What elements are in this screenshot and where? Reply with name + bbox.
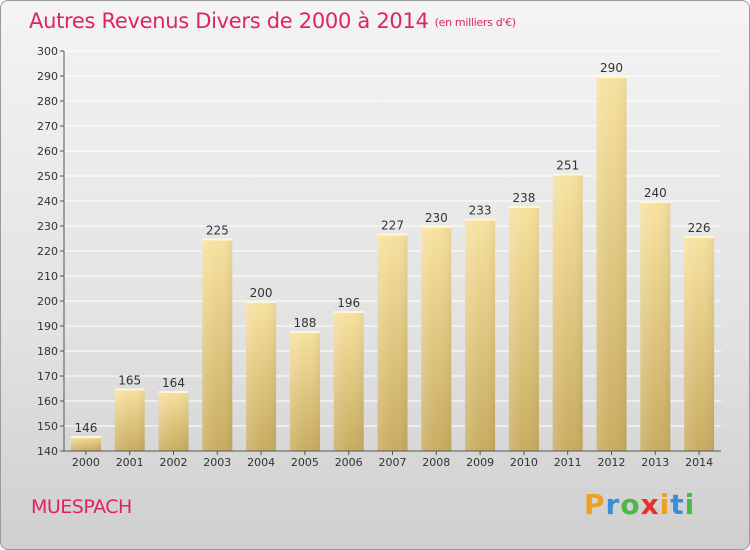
y-tick-label: 140 (37, 445, 58, 458)
chart-title: Autres Revenus Divers de 2000 à 2014 (en … (29, 9, 516, 33)
logo-letter: i (684, 488, 696, 521)
bar-value-label: 225 (206, 224, 229, 238)
bar-value-label: 146 (74, 421, 97, 435)
location-name: MUESPACH (31, 496, 132, 518)
bar-shine (70, 436, 101, 451)
bar-shine (377, 233, 408, 451)
bar-layer: 146 165 164 225 200 188 196 227 230 233 238 251 290 2… (70, 61, 715, 451)
x-tick-label: 2004 (247, 456, 275, 469)
x-tick-label: 2014 (685, 456, 713, 469)
bar-value-label: 238 (512, 191, 535, 205)
bar-shine (640, 201, 671, 451)
bar-shine (508, 206, 539, 451)
x-tick-label: 2009 (466, 456, 494, 469)
y-tick-label: 230 (37, 220, 58, 233)
logo-letter: t (670, 488, 685, 521)
x-tick-label: 2006 (335, 456, 363, 469)
y-tick-label: 240 (37, 195, 58, 208)
bar-shine (596, 76, 627, 451)
x-tick-label: 2013 (641, 456, 669, 469)
x-tick-label: 2011 (554, 456, 582, 469)
bar-shine (552, 173, 583, 451)
x-tick-label: 2010 (510, 456, 538, 469)
y-tick-label: 150 (37, 420, 58, 433)
bar-value-label: 196 (337, 296, 360, 310)
bar-value-label: 165 (118, 374, 141, 388)
bar-shine (202, 238, 233, 451)
bar-value-label: 251 (556, 159, 579, 173)
chart-title-text: Autres Revenus Divers de 2000 à 2014 (29, 9, 429, 33)
chart-subtitle: (en milliers d'€) (434, 16, 516, 29)
bar-shine (289, 331, 320, 451)
bar-value-label: 164 (162, 376, 185, 390)
bar-shine (333, 311, 364, 451)
bar-value-label: 188 (293, 316, 316, 330)
bar-shine (246, 301, 277, 451)
y-tick-label: 270 (37, 120, 58, 133)
bar-value-label: 230 (425, 211, 448, 225)
y-tick-label: 300 (37, 45, 58, 58)
x-tick-label: 2007 (379, 456, 407, 469)
bar-value-label: 240 (644, 186, 667, 200)
bar-shine (114, 388, 145, 451)
axis-layer: 140 150 160 170 180 190 200 210 220 230 240 250 260 2… (37, 45, 721, 469)
y-tick-label: 180 (37, 345, 58, 358)
y-tick-label: 260 (37, 145, 58, 158)
x-tick-label: 2012 (598, 456, 626, 469)
bar-value-label: 233 (469, 204, 492, 218)
x-tick-label: 2008 (422, 456, 450, 469)
y-tick-label: 170 (37, 370, 58, 383)
x-tick-label: 2000 (72, 456, 100, 469)
x-tick-label: 2003 (203, 456, 231, 469)
y-tick-label: 250 (37, 170, 58, 183)
bar-shine (158, 391, 189, 451)
bar-value-label: 200 (250, 286, 273, 300)
bar-value-label: 290 (600, 61, 623, 75)
bar-shine (421, 226, 452, 451)
logo-letter: r (605, 488, 621, 521)
y-tick-label: 190 (37, 320, 58, 333)
bar-shine (684, 236, 715, 451)
logo-letter: x (640, 488, 660, 521)
y-tick-label: 220 (37, 245, 58, 258)
y-tick-label: 210 (37, 270, 58, 283)
bar-value-label: 226 (688, 221, 711, 235)
y-tick-label: 200 (37, 295, 58, 308)
y-tick-label: 160 (37, 395, 58, 408)
bar-value-label: 227 (381, 219, 404, 233)
x-tick-label: 2002 (160, 456, 188, 469)
proxiti-logo: Proxiti (584, 488, 695, 521)
x-tick-label: 2001 (116, 456, 144, 469)
y-tick-label: 280 (37, 95, 58, 108)
logo-letter: i (659, 488, 671, 521)
y-tick-label: 290 (37, 70, 58, 83)
logo-letter: o (620, 488, 641, 521)
x-tick-label: 2005 (291, 456, 319, 469)
logo-letter: P (584, 488, 606, 521)
bar-shine (465, 218, 496, 451)
